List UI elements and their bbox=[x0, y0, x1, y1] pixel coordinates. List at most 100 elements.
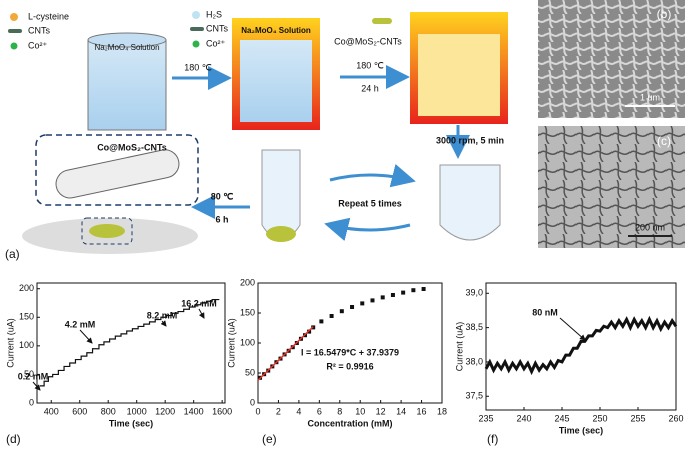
x-tick-label: 400 bbox=[44, 406, 59, 416]
point bbox=[390, 293, 395, 297]
dashed-box bbox=[81, 217, 133, 245]
y-tick-label: 0 bbox=[250, 397, 255, 407]
legend-label: CNTs bbox=[28, 25, 50, 35]
point bbox=[370, 298, 375, 303]
y-axis-label: Current (uA) bbox=[5, 318, 15, 368]
dashed-box bbox=[35, 134, 199, 206]
annotation: 80 nM bbox=[532, 307, 558, 317]
schematic bbox=[8, 0, 685, 254]
liquid bbox=[240, 40, 312, 122]
y-axis-label: Current (uA) bbox=[226, 318, 236, 368]
beaker bbox=[87, 39, 167, 131]
scale-label: 200 nm bbox=[635, 222, 665, 232]
point bbox=[360, 301, 365, 306]
panel-label: (a) bbox=[5, 247, 20, 261]
x-tick-label: 240 bbox=[516, 413, 531, 423]
x-tick-label: 4 bbox=[296, 406, 301, 416]
x-axis-label: Time (sec) bbox=[109, 418, 153, 428]
point bbox=[329, 314, 334, 318]
annotation-arrow bbox=[198, 308, 205, 319]
annotation-arrow bbox=[79, 329, 93, 344]
point bbox=[350, 305, 355, 309]
x-tick-label: 18 bbox=[437, 406, 447, 416]
y-tick-label: 38,5 bbox=[465, 322, 483, 332]
scale-label: 1 um bbox=[640, 92, 660, 102]
annotation-arrow bbox=[32, 381, 41, 391]
structure-label: Co@MoS₂-CNTs bbox=[97, 142, 167, 152]
legend-label: H₂S bbox=[206, 9, 222, 19]
icon bbox=[10, 42, 18, 50]
series-line bbox=[39, 298, 220, 387]
series-line bbox=[257, 326, 314, 381]
liquid bbox=[418, 34, 500, 116]
step-label: 6 h bbox=[215, 214, 228, 224]
y-tick-label: 38,0 bbox=[465, 356, 483, 366]
y-axis-label: Current (uA) bbox=[454, 322, 464, 372]
y-tick-label: 100 bbox=[240, 337, 255, 347]
beaker-label: Na₂MoO₄ Solution bbox=[241, 26, 311, 35]
x-tick-label: 245 bbox=[554, 413, 569, 423]
plot-frame bbox=[257, 282, 443, 404]
icon bbox=[192, 11, 200, 19]
icon bbox=[372, 18, 392, 24]
x-tick-label: 1000 bbox=[127, 406, 147, 416]
y-tick-label: 200 bbox=[19, 283, 34, 293]
annotation: R² = 0.9916 bbox=[326, 361, 373, 371]
y-tick-label: 37,5 bbox=[465, 391, 483, 401]
x-tick-label: 255 bbox=[630, 413, 645, 423]
step-label: 80 ℃ bbox=[211, 191, 234, 201]
step-label: 24 h bbox=[361, 83, 379, 93]
y-tick-label: 50 bbox=[24, 369, 34, 379]
annotation-arrow bbox=[160, 320, 167, 327]
icon bbox=[10, 13, 18, 21]
y-tick-label: 39,0 bbox=[465, 288, 483, 298]
x-tick-label: 1600 bbox=[212, 406, 232, 416]
sample bbox=[89, 224, 125, 238]
panel-label: (f) bbox=[487, 432, 498, 446]
x-tick-label: 1200 bbox=[155, 406, 175, 416]
x-tick-label: 235 bbox=[478, 413, 493, 423]
annotation: I = 16.5479*C + 37.9379 bbox=[301, 347, 399, 357]
legend-label: CNTs bbox=[206, 23, 228, 33]
annotation: 16.2 mM bbox=[181, 298, 217, 308]
tube bbox=[439, 164, 501, 241]
icon bbox=[190, 27, 204, 31]
point bbox=[380, 295, 385, 300]
annotation: 8.2 mM bbox=[147, 310, 178, 320]
x-tick-label: 14 bbox=[396, 406, 406, 416]
panel-label: (b) bbox=[657, 7, 672, 21]
point bbox=[421, 287, 426, 291]
y-tick-label: 0 bbox=[29, 397, 34, 407]
step-label: 180 ℃ bbox=[184, 62, 212, 72]
point bbox=[411, 288, 416, 293]
product-label: Co@MoS₂-CNTs bbox=[334, 36, 402, 46]
icon bbox=[192, 40, 200, 48]
x-tick-label: 10 bbox=[355, 406, 365, 416]
annotation: 0.2 mM bbox=[18, 371, 49, 381]
annotation-arrow bbox=[559, 317, 586, 341]
panel-label: (e) bbox=[262, 432, 277, 446]
series-line bbox=[484, 315, 678, 376]
panel-label: (d) bbox=[6, 432, 21, 446]
beaker-label: Na₂MoO₄ Solution bbox=[94, 43, 159, 52]
legend-label: Co²⁺ bbox=[206, 38, 226, 48]
x-tick-label: 250 bbox=[592, 413, 607, 423]
arrow bbox=[329, 163, 416, 188]
annotation: 4.2 mM bbox=[65, 319, 96, 329]
step-label: 180 ℃ bbox=[356, 60, 384, 70]
nanotube bbox=[55, 149, 180, 199]
arrow bbox=[324, 217, 411, 242]
x-tick-label: 600 bbox=[72, 406, 87, 416]
y-tick-label: 50 bbox=[245, 367, 255, 377]
y-tick-label: 150 bbox=[240, 307, 255, 317]
x-tick-label: 16 bbox=[417, 406, 427, 416]
x-axis-label: Time (sec) bbox=[559, 425, 603, 435]
x-tick-label: 800 bbox=[101, 406, 116, 416]
icon bbox=[8, 29, 22, 33]
beaker-top bbox=[87, 32, 167, 48]
x-tick-label: 6 bbox=[317, 406, 322, 416]
point bbox=[319, 319, 324, 324]
step-label: 3000 rpm, 5 min bbox=[436, 135, 504, 145]
sem-image bbox=[538, 0, 685, 118]
